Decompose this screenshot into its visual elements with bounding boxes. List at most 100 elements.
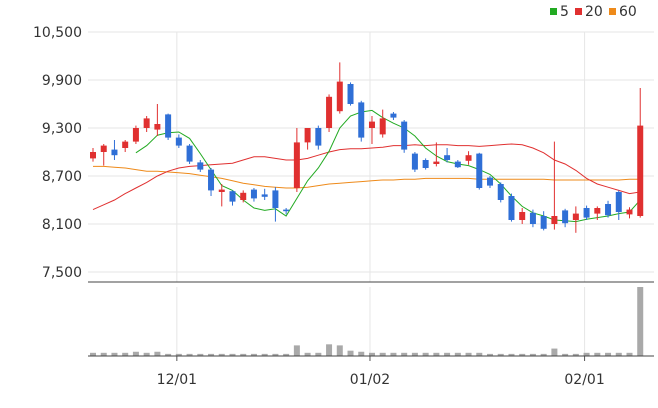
volume-bar <box>422 352 429 356</box>
candle-body <box>186 145 193 162</box>
y-tick-label: 7,500 <box>42 265 82 281</box>
volume-bar <box>165 353 172 356</box>
volume-bar <box>315 352 322 356</box>
candle-body <box>143 118 150 128</box>
candle-body <box>208 169 215 191</box>
candle-body <box>476 153 483 188</box>
candle-body <box>551 216 558 224</box>
volume-bar <box>465 352 472 356</box>
volume-bar <box>336 345 343 356</box>
candle-body <box>529 212 536 224</box>
candlestick-series <box>90 62 644 233</box>
candle-body <box>626 209 633 215</box>
candle-body <box>508 196 515 220</box>
volume-bar <box>218 353 225 356</box>
volume-bar <box>304 352 311 356</box>
candle-body <box>132 128 139 142</box>
candle-body <box>175 137 182 146</box>
volume-bar <box>411 352 418 356</box>
candle-body <box>240 192 247 200</box>
candle-body <box>272 190 279 208</box>
volume-bar <box>111 352 118 356</box>
candle-body <box>315 128 322 146</box>
volume-bar <box>326 344 333 356</box>
moving-average-lines <box>92 109 641 223</box>
candle-body <box>422 160 429 168</box>
candle-body <box>390 113 397 118</box>
candle-body <box>218 189 225 192</box>
candle-body <box>583 208 590 218</box>
candle-body <box>615 192 622 212</box>
y-tick-label: 9,300 <box>42 121 82 137</box>
candle-body <box>368 121 375 128</box>
volume-bar <box>208 353 215 356</box>
x-tick-label: 01/02 <box>350 372 390 388</box>
candle-body <box>572 213 579 220</box>
candle-body <box>433 161 440 164</box>
volume-bar <box>401 352 408 356</box>
volume-bar <box>519 353 526 356</box>
volume-bar <box>454 352 461 356</box>
candle-body <box>293 142 300 188</box>
candle-body <box>165 114 172 138</box>
y-tick-label: 8,100 <box>42 217 82 233</box>
price-grid <box>88 31 654 356</box>
volume-bars <box>90 287 644 356</box>
candle-body <box>594 208 601 214</box>
candle-body <box>347 84 354 104</box>
ma20-line <box>92 143 641 211</box>
volume-bar <box>476 352 483 356</box>
candle-body <box>100 145 107 152</box>
volume-bar <box>444 352 451 356</box>
x-tick-label: 12/01 <box>157 372 197 388</box>
volume-bar <box>637 287 644 356</box>
volume-bar <box>229 353 236 356</box>
volume-bar <box>90 352 96 356</box>
legend-label: 20 <box>585 4 603 20</box>
candle-body <box>637 125 644 216</box>
volume-bar <box>540 353 547 356</box>
candle-body <box>487 177 494 186</box>
legend-label: 60 <box>619 4 637 20</box>
volume-bar <box>293 345 300 356</box>
volume-bar <box>562 353 569 356</box>
volume-bar <box>122 352 129 356</box>
volume-bar <box>433 352 440 356</box>
volume-bar <box>551 348 558 356</box>
candle-body <box>497 184 504 200</box>
volume-bar <box>626 352 633 356</box>
volume-bar <box>508 353 515 356</box>
volume-bar <box>572 353 579 356</box>
candle-body <box>336 81 343 112</box>
candle-body <box>326 96 333 128</box>
candle-body <box>465 155 472 161</box>
candle-body <box>197 162 204 170</box>
y-tick-label: 9,900 <box>42 73 82 89</box>
candle-body <box>154 124 161 130</box>
legend-label: 5 <box>560 4 569 20</box>
candle-body <box>562 210 569 224</box>
volume-bar <box>487 353 494 356</box>
volume-bar <box>261 353 268 356</box>
candle-body <box>411 153 418 170</box>
volume-bar <box>605 352 612 356</box>
candle-body <box>250 189 257 199</box>
y-tick-label: 10,500 <box>33 25 82 41</box>
volume-bar <box>347 350 354 356</box>
legend-swatch <box>575 8 582 15</box>
candle-body <box>454 161 461 168</box>
legend-swatch <box>550 8 557 15</box>
candle-body <box>605 204 612 216</box>
volume-bar <box>197 353 204 356</box>
volume-bar <box>175 353 182 356</box>
volume-bar <box>143 352 150 356</box>
candle-body <box>111 149 118 156</box>
x-tick-label: 02/01 <box>564 372 604 388</box>
ma60-line <box>93 165 641 189</box>
x-axis-ticks: 12/01 01/02 02/01 <box>157 372 605 388</box>
volume-bar <box>240 353 247 356</box>
candle-body <box>90 152 96 159</box>
candle-body <box>540 216 547 229</box>
volume-bar <box>132 351 139 356</box>
